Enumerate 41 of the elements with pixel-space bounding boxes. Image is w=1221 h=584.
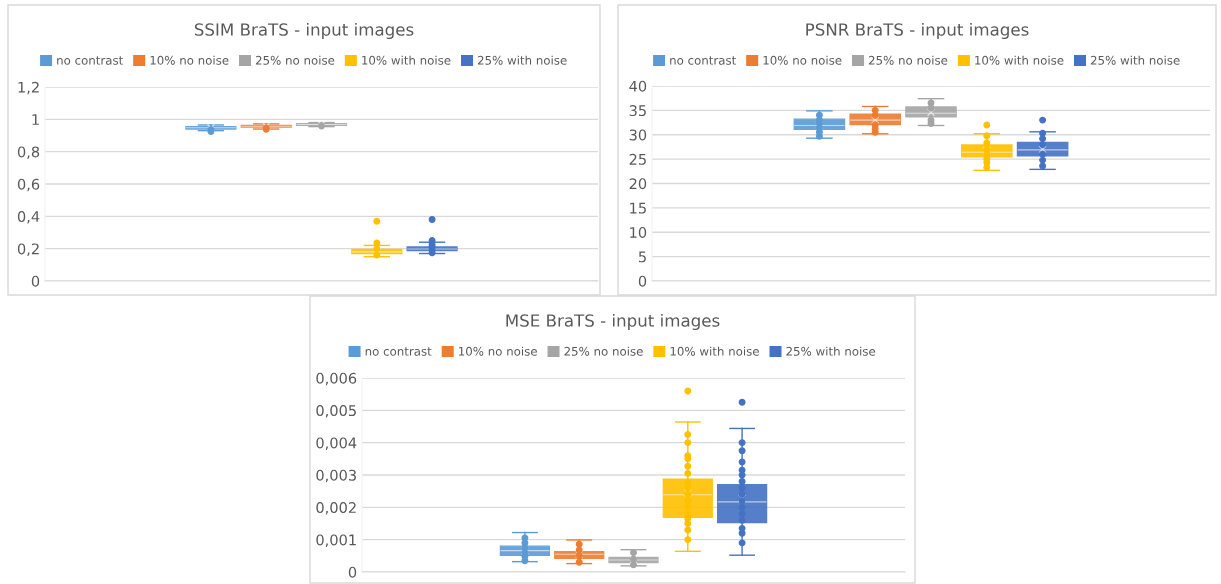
y-tick-label: 0,002 [316,502,356,515]
y-tick-label: 0 [31,275,40,287]
legend-label: 25% no noise [255,55,335,65]
y-tick-label: 0,6 [17,178,40,192]
legend-label: 10% no noise [763,55,842,65]
y-tick-label: 40 [629,80,647,92]
y-tick-label: 0,003 [316,469,356,483]
legend-label: 10% with noise [670,346,759,356]
legend-label: 10% no noise [459,346,537,356]
y-tick-label: 15 [630,202,646,214]
legend-label: 10% with noise [975,55,1064,65]
y-tick-label: 1 [32,114,39,125]
y-tick-label: 10 [630,226,647,238]
y-tick-label: 0,001 [316,534,356,547]
y-tick-label: 0,4 [17,211,40,224]
y-tick-label: 0,006 [316,372,357,386]
chart-title: PSNR BraTS - input images [806,22,1029,40]
y-tick-label: 0,8 [17,146,40,159]
y-tick-label: 0,004 [316,437,357,450]
legend-label: no contrast [365,347,432,356]
legend-label: 10% no noise [150,55,229,65]
legend-label: 25% with noise [786,346,876,356]
y-tick-label: 5 [638,251,646,263]
y-tick-label: 35 [629,105,646,117]
y-tick-label: 1,2 [18,81,39,95]
y-tick-label: 0 [638,275,647,287]
y-tick-label: 0,005 [316,405,356,418]
legend-label: 25% with noise [477,55,567,65]
legend-label: 25% no noise [868,55,948,65]
y-tick-label: 20 [629,178,647,190]
y-tick-label: 30 [629,129,647,141]
legend-label: no contrast [57,56,123,65]
y-tick-label: 0 [348,566,357,578]
legend-label: 10% with noise [362,55,451,65]
legend-label: 25% with noise [1090,55,1180,65]
legend-label: no contrast [670,56,736,65]
chart-title: SSIM BraTS - input images [194,22,414,40]
y-tick-label: 0,2 [17,243,39,256]
legend-label: 25% no noise [564,346,643,356]
y-tick-label: 25 [629,153,646,165]
chart-title: MSE BraTS - input images [506,313,720,331]
